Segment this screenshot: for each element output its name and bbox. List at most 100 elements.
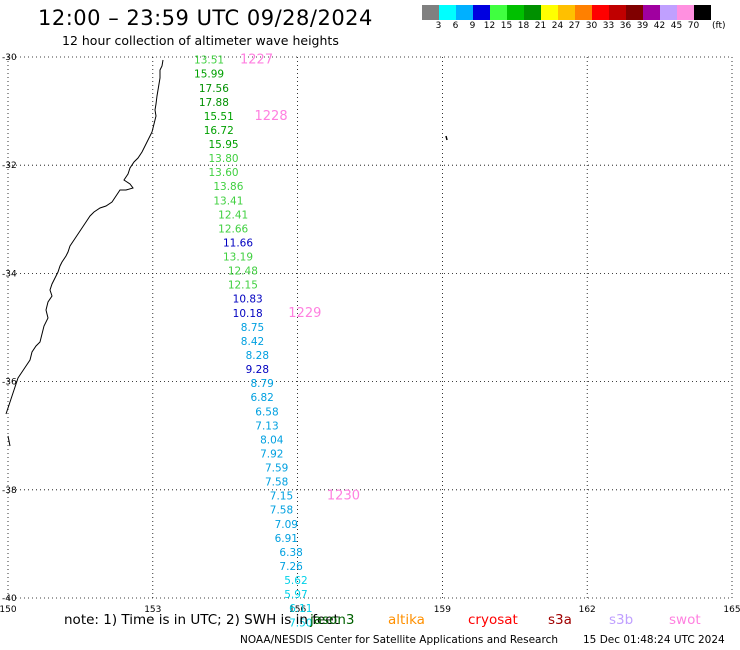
wave-height-value: 17.56 [199, 83, 229, 95]
wave-height-value: 13.41 [213, 195, 243, 207]
satellite-legend-item: swot [669, 612, 701, 628]
pass-time-labels: 1227 1228 1229 1230 [240, 53, 360, 504]
color-legend-label: 3 [435, 21, 442, 31]
wave-height-value: 5.62 [284, 575, 307, 587]
wave-height-value: 13.51 [194, 55, 224, 67]
color-legend-label: 36 [619, 21, 632, 31]
pass-time-label: 1227 [240, 53, 273, 68]
x-tick-label: 150 [0, 605, 17, 615]
pass-time-label: 1228 [255, 109, 288, 124]
pass-time-label: 1229 [288, 306, 321, 321]
color-swatch [473, 5, 490, 20]
color-legend-label: 30 [585, 21, 598, 31]
color-swatch [626, 5, 643, 20]
coastline-tasmania-edge [7, 435, 11, 447]
color-swatch [609, 5, 626, 20]
wave-height-value: 13.60 [209, 167, 239, 179]
wave-height-value: 7.26 [279, 561, 303, 573]
color-legend-unit: (ft) [712, 21, 726, 31]
x-tick-label: 162 [579, 605, 596, 615]
axis-tick-labels: 150 153 156 159 162 165 -30 -32 -34 -36 -38 -40 [0, 53, 740, 615]
y-tick-label: -40 [2, 594, 17, 604]
color-legend-label: 15 [500, 21, 513, 31]
satellite-legend-item: s3a [548, 612, 572, 628]
color-swatch [439, 5, 456, 20]
wave-height-value: 13.19 [223, 252, 253, 264]
wave-height-value: 6.11 [289, 603, 312, 615]
wave-height-value: 8.28 [246, 350, 269, 362]
color-swatch [558, 5, 575, 20]
wave-height-value: 7.58 [270, 505, 293, 517]
page-subtitle: 12 hour collection of altimeter wave hei… [62, 33, 339, 48]
color-legend-label: 6 [452, 21, 459, 31]
y-tick-label: -36 [2, 378, 17, 388]
color-legend-label: 12 [483, 21, 496, 31]
wave-height-value: 6.58 [255, 406, 278, 418]
color-swatch [507, 5, 524, 20]
wave-height-value: 13.80 [209, 153, 239, 165]
lord-howe-island [445, 135, 448, 141]
coastline [5, 59, 164, 415]
y-tick-label: -38 [2, 486, 17, 496]
wave-height-value: 9.28 [246, 364, 269, 376]
wave-height-value: 8.75 [241, 322, 264, 334]
wave-height-value: 5.97 [284, 589, 307, 601]
credit-text: NOAA/NESDIS Center for Satellite Applica… [240, 634, 558, 646]
color-legend-label: 33 [602, 21, 615, 31]
color-swatch [524, 5, 541, 20]
color-legend-label: 42 [653, 21, 666, 31]
color-legend-label: 70 [687, 21, 700, 31]
wave-height-value: 6.91 [275, 533, 298, 545]
wave-height-value: 11.66 [223, 237, 253, 249]
satellite-legend-item: altika [388, 612, 425, 628]
generated-timestamp: 15 Dec 01:48:24 UTC 2024 [583, 634, 725, 646]
wave-height-value: 16.72 [204, 125, 234, 137]
x-tick-label: 159 [434, 605, 451, 615]
wave-height-value: 15.99 [194, 69, 224, 81]
wave-height-value: 15.51 [204, 111, 234, 123]
wave-height-value: 7.15 [270, 491, 293, 503]
color-legend-label: 9 [469, 21, 476, 31]
wave-height-value: 15.95 [209, 139, 239, 151]
color-swatch [456, 5, 473, 20]
satellite-legend-item: cryosat [468, 612, 518, 628]
wave-height-value: 17.88 [199, 97, 229, 109]
x-tick-label: 165 [723, 605, 740, 615]
wave-height-value: 8.79 [250, 378, 273, 390]
wave-height-value: 10.83 [233, 294, 263, 306]
wave-height-labels: 13.51 15.99 17.56 17.88 15.51 16.72 15.95 13.80… [194, 55, 312, 630]
color-legend-label: 45 [670, 21, 683, 31]
wave-height-value: 7.09 [275, 519, 298, 531]
color-legend-label: 24 [551, 21, 564, 31]
color-swatch [694, 5, 711, 20]
wave-height-value: 8.42 [241, 336, 264, 348]
wave-height-value: 13.86 [213, 181, 243, 193]
wave-height-value: 7.50 [289, 617, 312, 629]
color-legend-label: 27 [568, 21, 581, 31]
wave-height-value: 12.15 [228, 280, 258, 292]
wave-height-value: 12.41 [218, 209, 248, 221]
color-swatch [677, 5, 694, 20]
page-title: 12:00 – 23:59 UTC 09/28/2024 [38, 6, 373, 30]
color-swatch [422, 5, 439, 20]
wave-height-value: 6.82 [250, 392, 273, 404]
color-legend-label: 21 [534, 21, 547, 31]
map-grid [7, 56, 733, 599]
color-swatch [490, 5, 507, 20]
y-tick-label: -32 [2, 161, 17, 171]
color-swatch [592, 5, 609, 20]
wave-height-value: 7.13 [255, 420, 278, 432]
pass-time-label: 1230 [327, 489, 360, 504]
y-tick-label: -34 [2, 269, 17, 279]
color-swatch [575, 5, 592, 20]
wave-height-value: 10.18 [233, 308, 263, 320]
color-swatch [643, 5, 660, 20]
wave-height-value: 6.38 [279, 547, 302, 559]
wave-height-value: 7.58 [265, 477, 288, 489]
satellite-legend-item: s3b [609, 612, 634, 628]
satellite-legend-item: jason3 [310, 612, 355, 628]
wave-height-value: 7.92 [260, 448, 283, 460]
wave-height-value: 12.48 [228, 266, 258, 278]
x-tick-label: 153 [144, 605, 161, 615]
